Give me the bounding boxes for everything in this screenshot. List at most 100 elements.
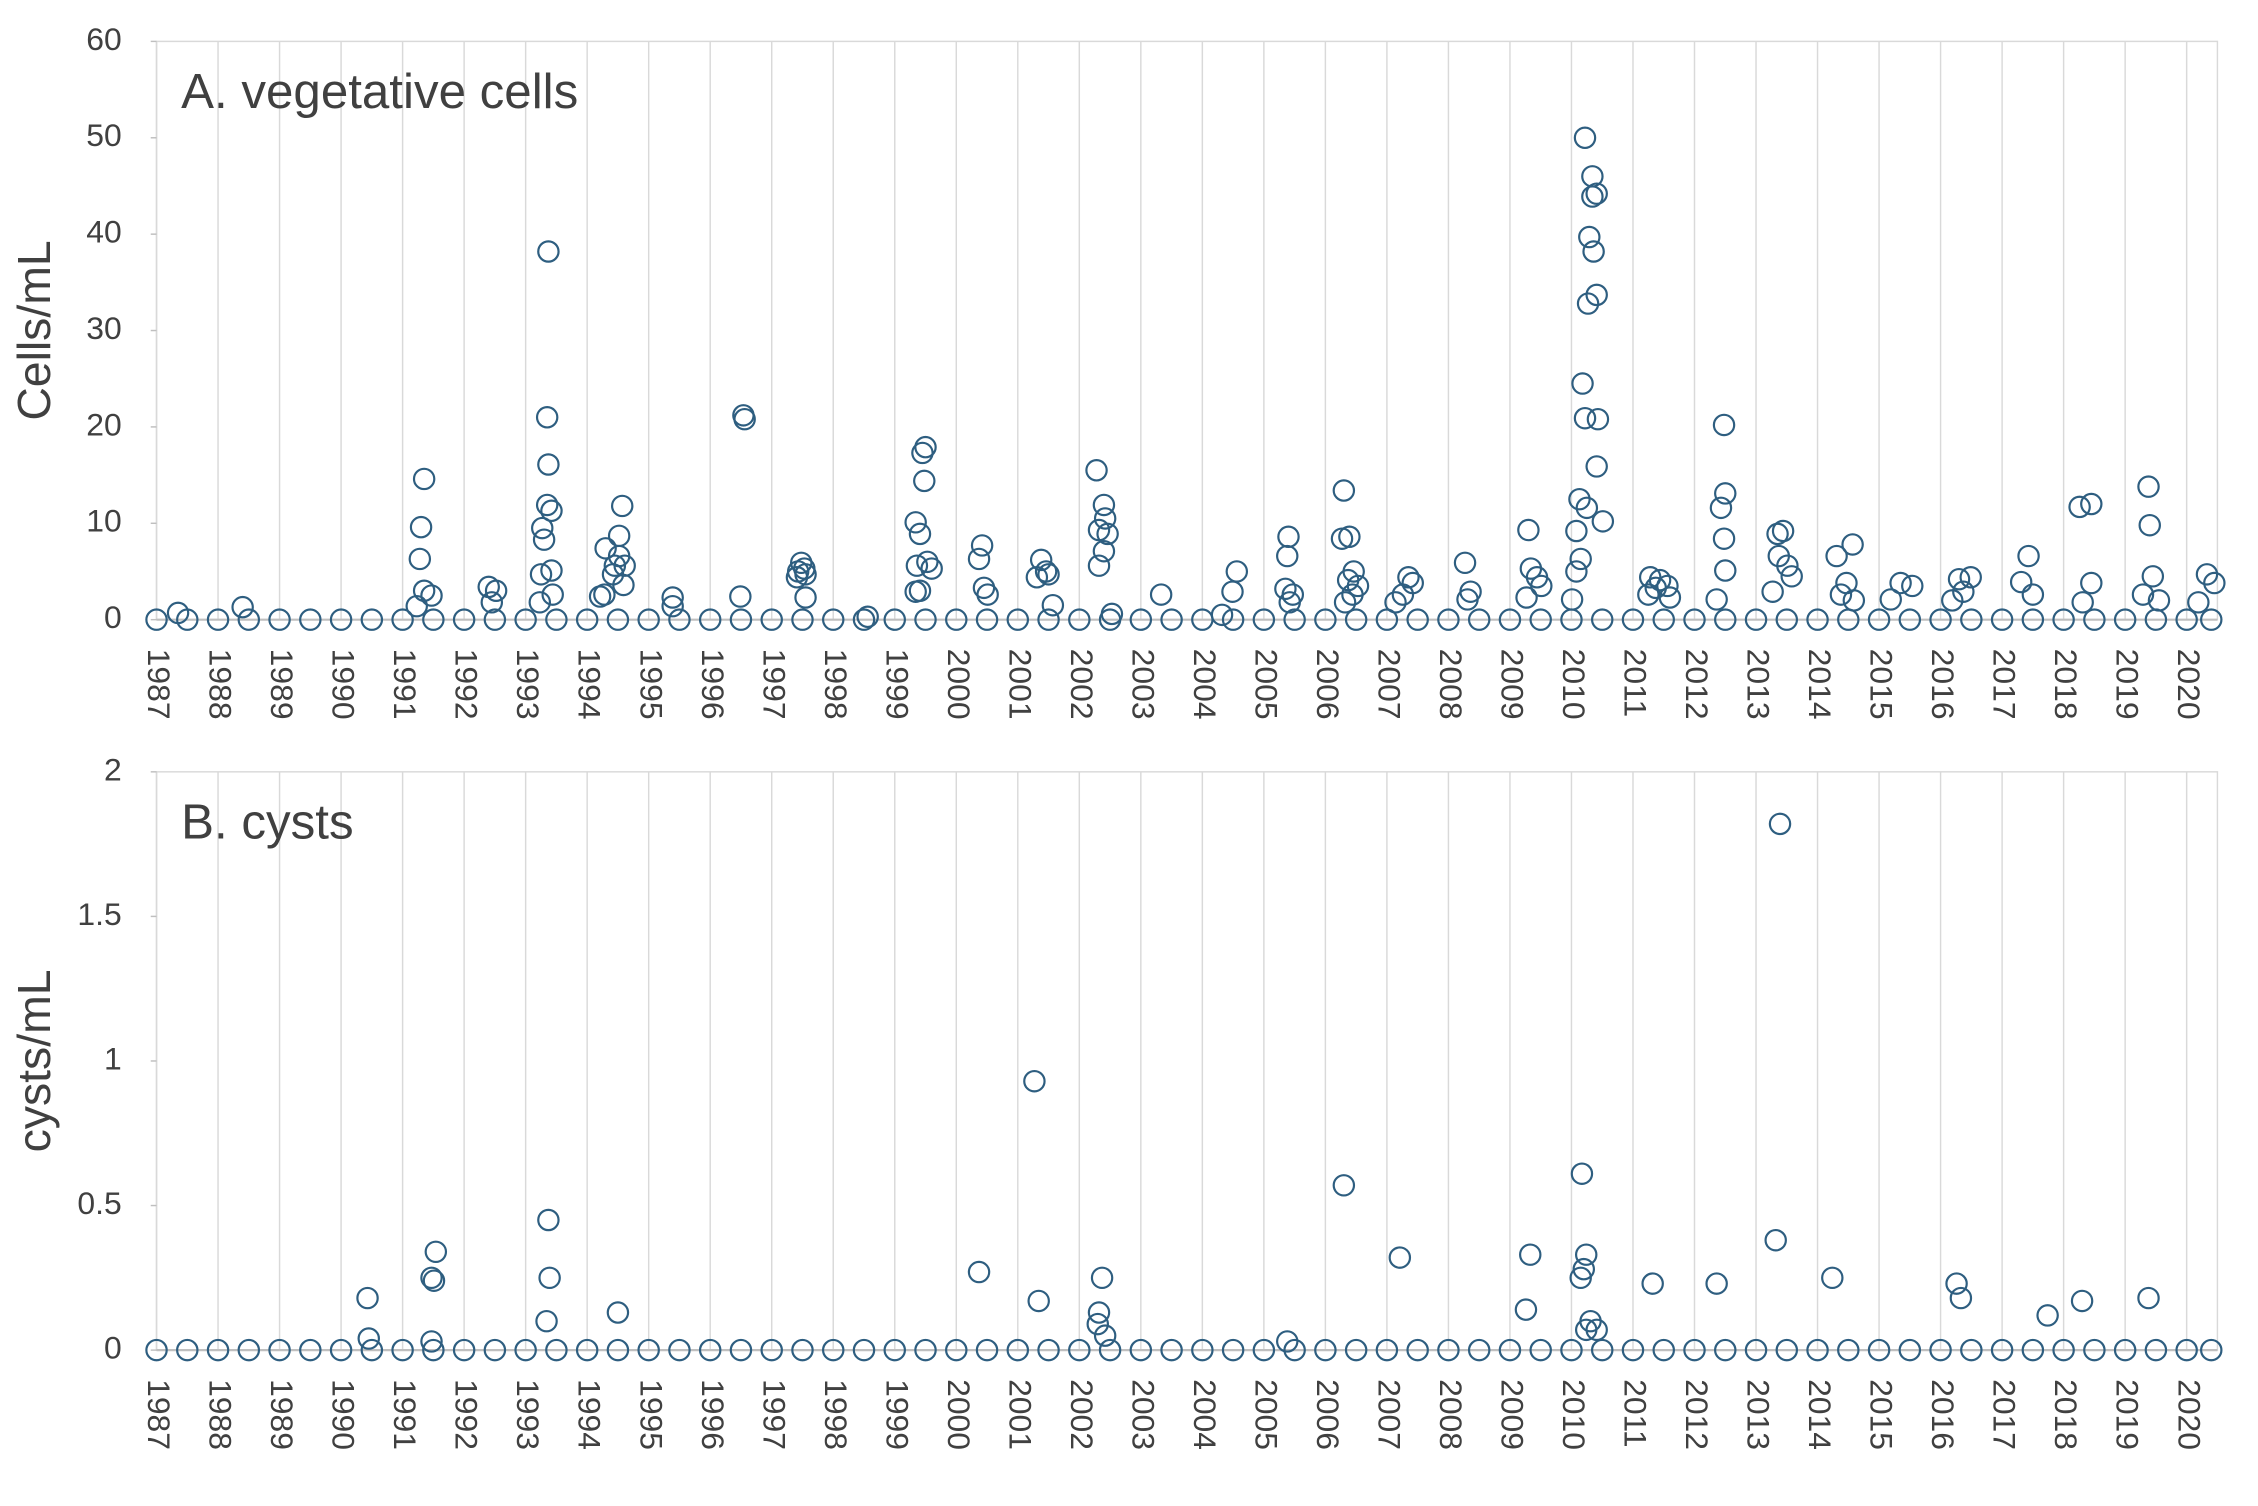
data-point: [1530, 574, 1553, 598]
data-point: [637, 608, 660, 631]
data-point: [1591, 510, 1615, 533]
data-point: [904, 511, 927, 534]
data-point: [794, 563, 817, 586]
data-point: [1467, 608, 1491, 631]
x-tick-label: 1987: [141, 1379, 177, 1450]
data-point: [206, 608, 230, 631]
data-point: [698, 608, 722, 631]
x-tick-label: 2007: [1371, 1379, 1407, 1450]
data-point: [1586, 407, 1610, 431]
data-point: [360, 608, 384, 631]
x-tick-label: 2001: [1002, 1379, 1038, 1450]
y-tick-label: 0.5: [77, 1185, 121, 1221]
data-point: [1889, 571, 1912, 595]
data-point: [206, 1338, 230, 1362]
data-point: [1709, 496, 1733, 520]
data-point: [299, 1338, 322, 1362]
data-point: [785, 566, 809, 589]
y-tick-label: 0: [104, 1330, 122, 1366]
data-point: [1029, 548, 1053, 572]
y-tick-label: 40: [86, 214, 121, 250]
data-point: [1573, 407, 1597, 430]
x-tick-label: 2014: [1802, 649, 1838, 720]
y-axis-label: cysts/mL: [8, 970, 60, 1153]
data-point: [1841, 533, 1864, 556]
data-point: [1565, 519, 1588, 543]
data-point: [535, 1309, 558, 1333]
data-point: [1149, 583, 1173, 606]
data-point: [1714, 1338, 1737, 1362]
data-point: [1252, 608, 1276, 631]
data-point: [537, 1208, 560, 1232]
data-point: [1806, 608, 1829, 631]
data-point: [1276, 1330, 1299, 1353]
data-point: [2137, 1286, 2160, 1310]
data-point: [391, 608, 414, 631]
data-point: [1867, 608, 1891, 631]
data-point: [791, 1338, 814, 1362]
x-tick-label: 1988: [203, 649, 239, 720]
data-point: [1092, 493, 1116, 517]
data-point: [2137, 475, 2160, 498]
data-point: [794, 586, 817, 609]
x-tick-label: 1987: [141, 649, 177, 720]
data-point: [883, 608, 906, 631]
data-point: [668, 1338, 691, 1362]
data-point: [1096, 522, 1119, 546]
data-point: [2113, 1338, 2137, 1362]
data-point: [908, 522, 932, 546]
data-point: [1780, 565, 1803, 588]
data-point: [1714, 559, 1737, 582]
data-point: [791, 608, 814, 631]
data-point: [299, 608, 322, 631]
data-point: [2144, 608, 2168, 631]
data-point: [1960, 608, 1983, 631]
x-tick-label: 2013: [1741, 1379, 1777, 1450]
x-tick-label: 1989: [264, 649, 300, 720]
panel-title: A. vegetative cells: [181, 64, 578, 119]
data-point: [1332, 1174, 1356, 1197]
data-point: [607, 524, 631, 548]
data-point: [729, 608, 753, 631]
data-point: [545, 1338, 568, 1362]
data-point: [1560, 1338, 1583, 1362]
data-point: [1656, 574, 1679, 598]
data-point: [1037, 563, 1060, 586]
data-point: [1714, 482, 1737, 505]
data-point: [1025, 566, 1049, 589]
data-point: [1375, 1338, 1399, 1362]
data-point: [535, 406, 559, 429]
data-point: [603, 554, 627, 577]
data-point: [1574, 1243, 1598, 1266]
data-point: [1283, 1338, 1306, 1362]
x-tick-label: 2002: [1064, 1379, 1100, 1450]
data-point: [1338, 525, 1361, 549]
data-point: [1582, 240, 1605, 263]
data-point: [1278, 591, 1301, 614]
data-point: [1467, 1338, 1491, 1362]
data-point: [1590, 1338, 1614, 1362]
data-point: [1569, 1266, 1592, 1290]
x-tick-label: 2015: [1864, 1379, 1900, 1450]
x-tick-label: 1996: [695, 649, 731, 720]
data-point: [2175, 608, 2198, 631]
data-point: [637, 1338, 660, 1362]
data-point: [1498, 1338, 1522, 1362]
x-tick-label: 2011: [1618, 1379, 1654, 1448]
data-point: [1585, 455, 1608, 478]
data-point: [1712, 413, 1736, 437]
data-point: [537, 453, 560, 476]
data-point: [661, 594, 684, 618]
data-point: [1221, 580, 1244, 603]
data-point: [1990, 1338, 2014, 1362]
y-tick-label: 30: [86, 310, 121, 346]
data-point: [1498, 608, 1522, 631]
data-point: [1191, 608, 1214, 631]
data-point: [1898, 608, 1922, 631]
x-tick-label: 1999: [879, 649, 915, 720]
data-point: [883, 1338, 906, 1362]
data-point: [1867, 1338, 1891, 1362]
x-tick-label: 1997: [756, 1379, 792, 1450]
data-point: [1529, 608, 1552, 631]
